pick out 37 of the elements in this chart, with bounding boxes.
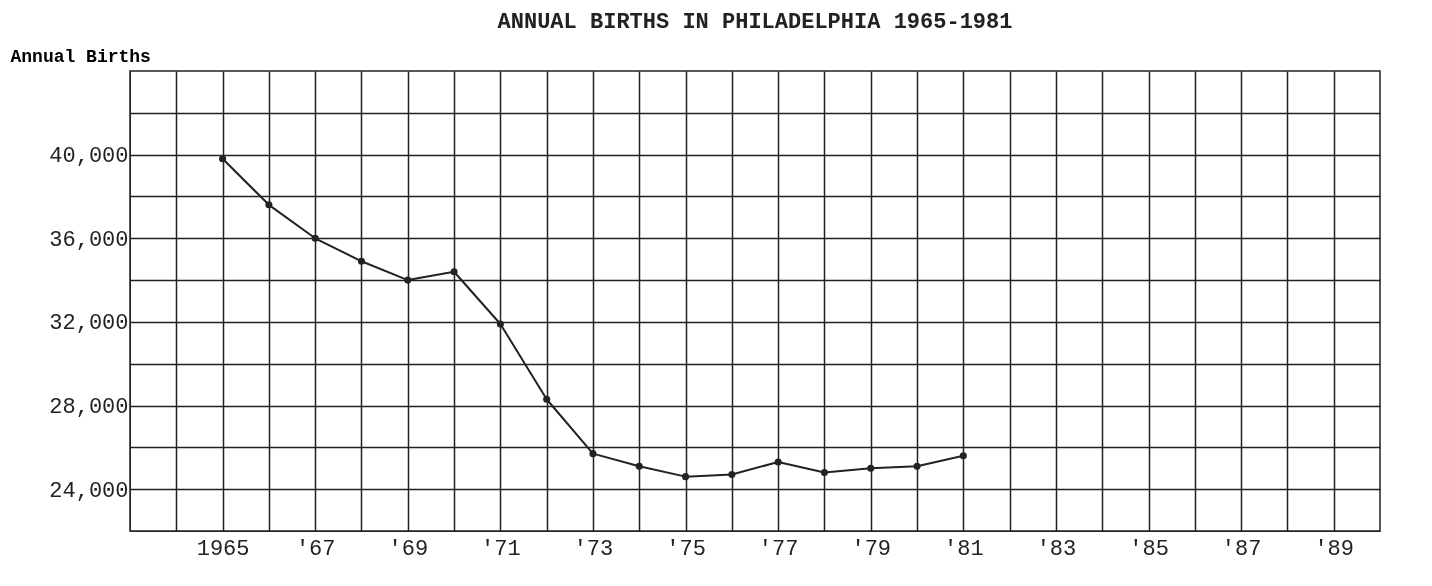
y-tick-label: 40,000 [49,144,129,170]
point [913,462,921,470]
point [589,450,597,458]
y-tick-label: 32,000 [49,311,129,337]
point [265,201,273,209]
point [496,320,504,328]
point [311,234,319,242]
x-tick-label: '81 [944,536,984,562]
point [219,155,227,163]
y-tick-label: 36,000 [49,227,129,253]
point [543,395,551,403]
point [867,464,875,472]
x-tick-label: '77 [758,536,799,562]
x-tick-label: '75 [666,536,706,562]
x-tick-label: '69 [388,536,429,562]
point [728,471,736,479]
point [450,268,458,276]
y-axis-title: Annual Births [10,46,151,67]
x-tick-label: 1965 [196,536,250,562]
x-tick-label: '83 [1036,536,1077,562]
point [959,452,967,460]
x-tick-label: '73 [573,536,614,562]
point [682,473,690,481]
x-tick-label: '85 [1129,536,1169,562]
x-tick-label: '87 [1221,536,1262,562]
x-tick-label: '71 [481,536,521,562]
x-tick-label: '79 [851,536,892,562]
point [635,462,643,470]
x-tick-label: '67 [295,536,336,562]
y-tick-label: 24,000 [49,478,129,504]
point [357,257,366,265]
x-tick-label: '89 [1314,536,1355,562]
y-tick-label: 28,000 [49,395,129,421]
point [404,276,412,284]
point [820,468,828,476]
point [774,458,782,466]
chart-title: ANNUAL BIRTHS IN PHILADELPHIA 1965-1981 [497,10,1013,35]
